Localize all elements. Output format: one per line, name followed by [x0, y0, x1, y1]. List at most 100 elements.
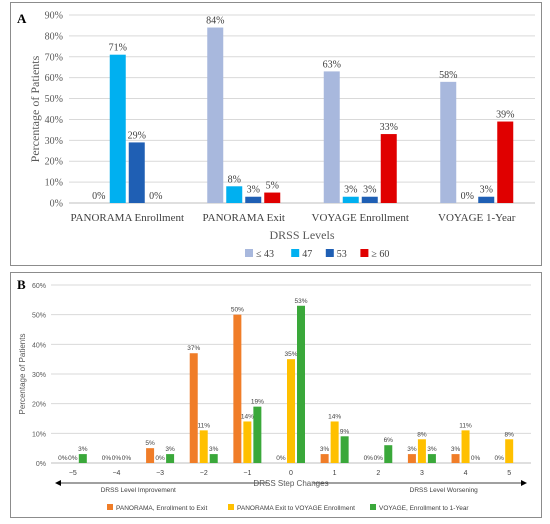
y-tick-label-a: 50%: [45, 94, 63, 105]
bar-a: [380, 134, 397, 203]
bar-a: [207, 27, 224, 204]
data-label-b: 19%: [251, 399, 264, 406]
data-label-b: 53%: [294, 298, 307, 305]
y-tick-label-a: 40%: [45, 115, 63, 126]
legend-label-b: PANORAMA, Enrollment to Exit: [116, 505, 207, 512]
bar-b: [384, 445, 393, 463]
bar-b: [189, 353, 198, 463]
data-label-b: 3%: [451, 446, 461, 453]
legend-label-a: ≥ 60: [371, 249, 389, 260]
bar-b: [146, 448, 155, 463]
data-label-a: 29%: [128, 130, 146, 141]
legend-label-b: PANORAMA Exit to VOYAGE Enrollment: [237, 505, 355, 512]
legend-swatch-a: [245, 249, 253, 257]
bar-b: [253, 406, 262, 463]
data-label-b: 5%: [145, 440, 155, 447]
data-label-b: 0%: [494, 455, 504, 462]
bar-b: [287, 359, 295, 463]
worsening-arrow-head: [521, 480, 527, 486]
data-label-a: 3%: [344, 185, 357, 196]
data-label-a: 0%: [92, 191, 105, 202]
legend-swatch-a: [291, 249, 300, 257]
y-tick-label-a: 90%: [45, 11, 63, 22]
x-tick-label-b: −2: [200, 470, 208, 477]
data-label-b: 0%: [155, 455, 165, 462]
data-label-a: 0%: [149, 191, 162, 202]
bar-a: [342, 196, 359, 203]
y-tick-label-a: 10%: [45, 178, 63, 189]
legend-swatch-b: [107, 504, 113, 510]
data-label-b: 6%: [384, 437, 394, 444]
x-tick-label-a: PANORAMA Enrollment: [70, 212, 184, 224]
data-label-b: 0%: [58, 455, 68, 462]
data-label-b: 8%: [417, 431, 427, 438]
data-label-b: 3%: [165, 446, 175, 453]
bar-a: [323, 71, 340, 204]
data-label-a: 63%: [323, 59, 341, 70]
y-tick-label-b: 20%: [32, 402, 46, 409]
chart-b-svg: B0%10%20%30%40%50%60%Percentage of Patie…: [17, 277, 531, 512]
data-label-b: 9%: [340, 428, 350, 435]
legend-swatch-a: [325, 249, 334, 257]
data-label-b: 3%: [320, 446, 330, 453]
y-tick-label-b: 30%: [32, 372, 46, 379]
y-tick-label-a: 60%: [45, 73, 63, 84]
bar-a: [440, 81, 457, 203]
y-tick-label-a: 30%: [45, 136, 63, 147]
bar-b: [451, 454, 460, 463]
data-label-a: 8%: [228, 174, 241, 185]
data-label-b: 3%: [427, 446, 437, 453]
x-tick-label-b: −4: [112, 470, 120, 477]
bar-a: [264, 192, 281, 203]
x-tick-label-b: 0: [289, 470, 293, 477]
y-axis-title-b: Percentage of Patients: [18, 334, 27, 415]
data-label-b: 3%: [78, 446, 88, 453]
x-tick-label-b: −5: [69, 470, 77, 477]
bar-b: [243, 421, 252, 463]
data-label-a: 58%: [439, 70, 457, 81]
y-tick-label-a: 70%: [45, 52, 63, 63]
bar-b: [330, 421, 339, 463]
bar-b: [233, 314, 242, 463]
data-label-b: 8%: [504, 431, 514, 438]
panel-label-b: B: [17, 277, 26, 292]
bar-b: [505, 439, 514, 463]
x-tick-label-b: 3: [420, 470, 424, 477]
bar-b: [78, 454, 87, 463]
data-label-b: 50%: [231, 307, 244, 314]
data-label-a: 5%: [266, 181, 279, 192]
data-label-b: 35%: [284, 351, 297, 358]
bar-b: [407, 454, 416, 463]
data-label-a: 3%: [247, 185, 260, 196]
data-label-b: 14%: [241, 413, 254, 420]
x-tick-label-b: 2: [376, 470, 380, 477]
bar-a: [226, 186, 243, 203]
legend-swatch-b: [228, 504, 234, 510]
bar-a: [478, 196, 495, 203]
legend-label-a: ≤ 43: [256, 249, 274, 260]
bar-b: [461, 430, 470, 463]
y-tick-label-b: 0%: [36, 461, 46, 468]
x-tick-label-b: −3: [156, 470, 164, 477]
data-label-a: 71%: [109, 43, 127, 54]
data-label-b: 0%: [364, 455, 374, 462]
bar-b: [320, 454, 329, 463]
bar-b: [340, 436, 349, 463]
panel-a: A 0% 10% 20% 30% 40% 50% 60% 70% 80% 90% Percentage…: [10, 2, 542, 266]
x-tick-label-a: PANORAMA Exit: [203, 212, 285, 224]
y-tick-label-b: 60%: [32, 283, 46, 290]
improvement-arrow-head: [55, 480, 61, 486]
bar-a: [109, 54, 126, 203]
data-label-b: 3%: [407, 446, 417, 453]
bar-b: [199, 430, 208, 463]
data-label-b: 0%: [471, 455, 481, 462]
data-label-b: 14%: [328, 413, 341, 420]
y-tick-label-a: 80%: [45, 31, 63, 42]
data-label-a: 3%: [363, 185, 376, 196]
legend-label-a: 53: [337, 249, 347, 260]
data-label-b: 11%: [459, 422, 472, 429]
y-tick-label-a: 20%: [45, 157, 63, 168]
data-label-b: 0%: [102, 455, 112, 462]
y-tick-label-b: 40%: [32, 342, 46, 349]
y-tick-label-a: 0%: [50, 199, 63, 210]
